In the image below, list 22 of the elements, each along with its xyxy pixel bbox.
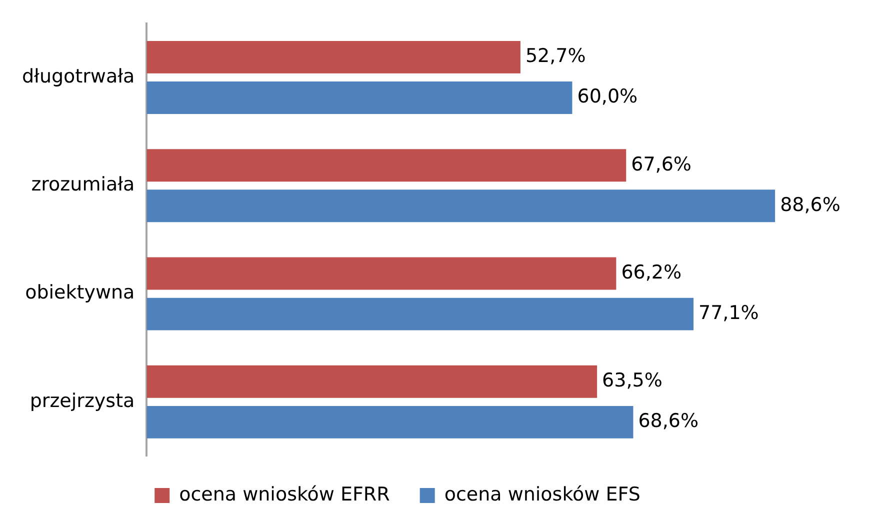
data-label: 60,0% <box>577 86 638 108</box>
data-label: 63,5% <box>602 370 662 392</box>
data-label: 77,1% <box>698 302 759 324</box>
legend-label: ocena wniosków EFRR <box>179 483 390 506</box>
bar <box>146 406 634 438</box>
bar <box>146 82 572 114</box>
data-label: 88,6% <box>780 194 840 216</box>
bar <box>146 40 520 74</box>
data-label: 66,2% <box>621 261 682 284</box>
data-label: 52,7% <box>525 45 586 68</box>
bar <box>146 365 598 398</box>
data-label: 67,6% <box>631 153 692 176</box>
y-tick-label: obiektywna <box>25 282 135 304</box>
bar <box>146 257 616 290</box>
y-tick-label: długotrwała <box>22 65 135 88</box>
legend-label: ocena wniosków EFS <box>444 483 640 506</box>
data-label: 68,6% <box>638 410 699 432</box>
y-tick-label: przejrzysta <box>30 390 135 412</box>
bar <box>146 149 626 182</box>
y-tick-label: zrozumiała <box>31 174 135 196</box>
bar <box>146 190 776 222</box>
bar <box>146 298 694 330</box>
